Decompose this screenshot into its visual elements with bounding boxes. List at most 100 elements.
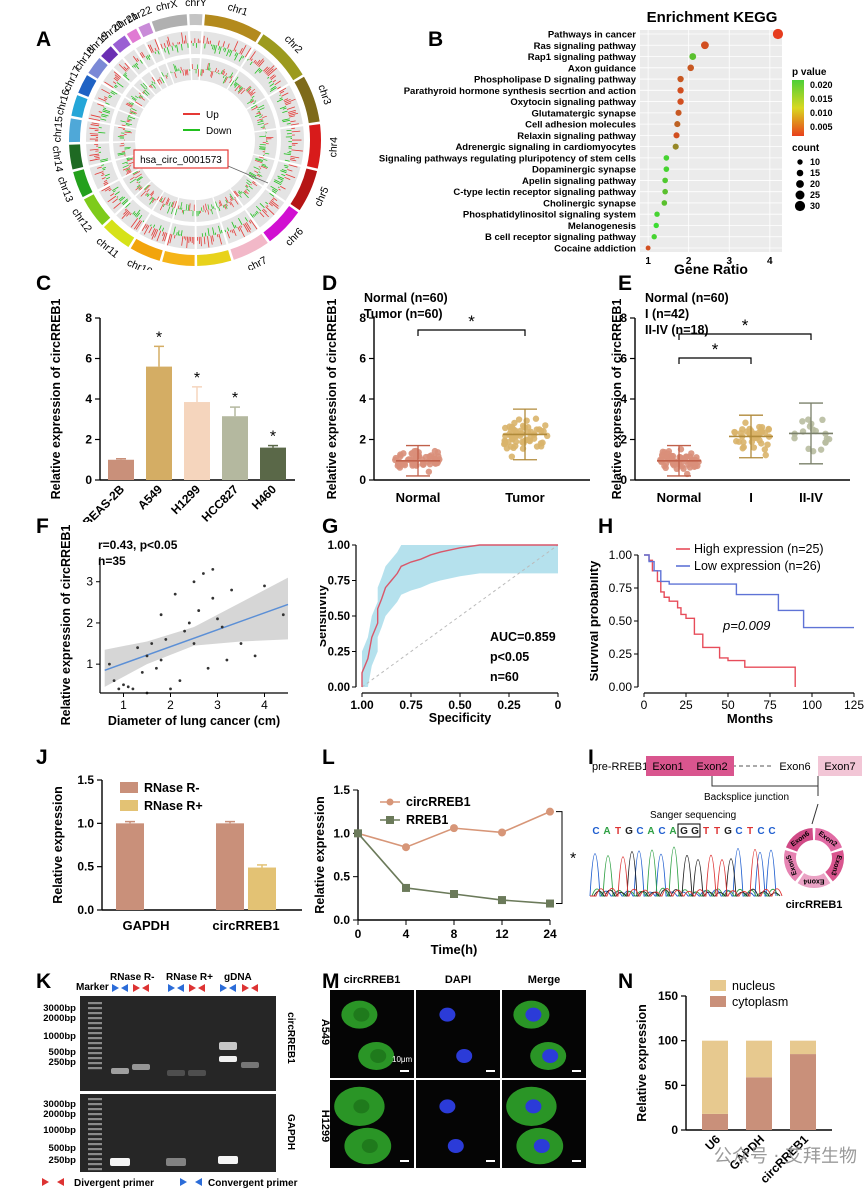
expression-bar [91,122,100,125]
expression-bar [182,70,184,76]
expression-bar [259,203,265,209]
ladder-band [88,1143,102,1146]
chromatogram-trace [589,848,777,897]
y-axis-label: Survival probability [590,560,601,681]
ladder-band [88,1052,102,1055]
expression-bar [258,148,266,150]
expression-bar [226,231,230,239]
panel-n: 0 50 100 150 Relative expression nucleus cytop… [616,970,865,1194]
data-point [400,460,408,468]
expression-bar [156,230,162,242]
expression-bar [263,158,268,161]
expression-bar [128,114,131,117]
expression-bar [149,84,153,89]
expression-bar [238,190,242,194]
expression-bar [247,58,249,61]
expression-bar [136,184,141,188]
pathway-label: Ras signaling pathway [534,41,637,52]
expression-bar [240,225,242,228]
track-background [114,110,139,129]
expression-bar [139,94,144,98]
expression-bar [243,191,247,194]
expression-bar [218,46,222,55]
nucleus-signal [533,1139,550,1153]
count-legend-title: count [792,143,820,154]
scale-bar [400,1160,409,1162]
track-background [116,199,150,233]
expression-bar [129,111,136,115]
expression-bar [203,35,205,44]
track-background [136,43,155,68]
expression-bar [259,107,265,111]
expression-bar [291,149,303,152]
data-point [431,447,439,455]
x-tick-label: 1.00 [350,698,374,712]
expression-bar [245,189,247,191]
expression-bar [165,197,170,205]
significance-star: * [232,390,238,407]
ladder-label: 2000bp [43,1109,76,1120]
circos-plot: chr1chr2chr3chr4chr5chr6chr7chr8chr9chr1… [50,0,340,270]
expression-bar [138,96,141,99]
expression-bar [209,67,211,71]
nucleus-signal [439,1007,456,1022]
correlation-plot: 1 2 3 4 1 2 3 Diameter of lung cancer (cm) Relat… [59,525,289,728]
expression-bar [122,164,129,168]
expression-bar [237,83,240,86]
chromosome-band [204,14,262,43]
data-point [408,450,415,457]
expression-bar [134,63,140,70]
exon7-box [818,756,862,776]
pathway-label: Glutamatergic synapse [531,108,636,119]
expression-bar [136,181,138,184]
expression-bar [281,118,290,121]
x-axis-label: Months [727,711,773,726]
y-axis-label: Relative expression of circRREB1 [610,299,624,500]
expression-bar [187,69,189,76]
expression-bar [218,225,221,234]
expression-bar [90,124,100,127]
expression-bar [291,130,301,133]
scale-bar [572,1070,581,1072]
expression-bar [159,203,164,211]
expression-bar [135,185,141,191]
y-tick-label: 6 [620,352,627,366]
expression-bar [204,43,206,49]
exon1-box [646,756,690,776]
pathway-label: Cell adhesion molecules [525,120,636,131]
y-axis-label: Sensitivity [320,585,329,648]
track-background [191,58,200,81]
expression-bar [201,69,203,77]
expression-bar [182,210,185,215]
panel-l: 0.0 0.5 1.0 1.5 0 4 8 12 24 circRREB1 RREB1 * Time(h… [310,746,585,971]
legend-text: Normal (n=60) [364,291,448,305]
expression-bar [124,208,127,211]
exon2-label: Exon2 [696,761,727,773]
scale-bar-label: 10μm [392,1055,413,1064]
ladder-label: 500bp [49,1047,77,1058]
bar [184,402,210,480]
kegg-dot [653,222,659,229]
x-tick-label: 0.25 [497,698,521,712]
expression-bar [254,177,257,180]
expression-bar [133,64,136,68]
significance-star: * [712,340,719,359]
expression-bar [265,65,275,74]
ladder-band [88,1138,102,1141]
expression-bar [124,62,130,69]
roc-annotation: p<0.05 [490,650,529,664]
expression-bar [114,84,118,88]
expression-bar [108,188,112,192]
expression-bar [245,85,251,91]
expression-bar [138,186,142,190]
expression-bar [243,223,249,233]
chromosome-band [83,194,111,226]
expression-bar [126,67,129,70]
expression-bar [234,225,237,228]
ladder-band [88,1027,102,1030]
expression-bar [123,66,128,71]
y-tick-label: 8 [85,311,92,325]
expression-bar [185,203,188,211]
data-point [354,829,362,838]
expression-bar [120,120,127,123]
